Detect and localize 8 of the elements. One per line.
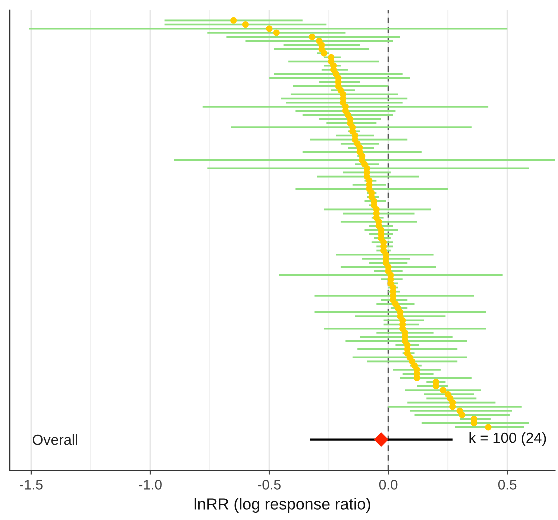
y-tick-label: Overall <box>32 434 78 446</box>
x-tick-label: -1.5 <box>20 480 43 490</box>
x-tick-label: 0.0 <box>379 480 398 490</box>
x-tick-label: -1.0 <box>139 480 162 490</box>
x-tick-label: 0.5 <box>498 480 517 490</box>
x-axis-title: lnRR (log response ratio) <box>194 498 370 514</box>
x-tick-label: -0.5 <box>258 480 281 490</box>
annotation: k = 100 (24) <box>470 432 546 446</box>
